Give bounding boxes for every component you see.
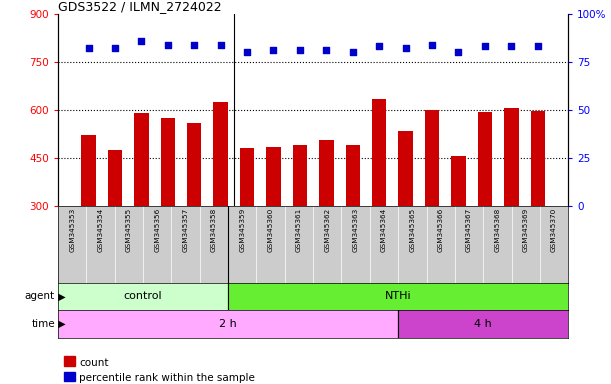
Point <box>507 43 516 50</box>
Bar <box>108 150 122 206</box>
Text: GSM345367: GSM345367 <box>466 208 472 252</box>
Bar <box>372 99 387 206</box>
Bar <box>228 283 568 310</box>
Point <box>136 38 146 44</box>
Text: count: count <box>79 358 109 368</box>
Text: GSM345366: GSM345366 <box>437 208 444 252</box>
Bar <box>398 131 413 206</box>
Point <box>401 45 411 51</box>
Bar <box>451 156 466 206</box>
Bar <box>319 140 334 206</box>
Text: percentile rank within the sample: percentile rank within the sample <box>79 373 255 383</box>
Bar <box>81 136 96 206</box>
Text: 4 h: 4 h <box>474 319 492 329</box>
Text: GDS3522 / ILMN_2724022: GDS3522 / ILMN_2724022 <box>58 0 222 13</box>
Point <box>110 45 120 51</box>
Text: control: control <box>124 291 163 301</box>
Text: agent: agent <box>25 291 55 301</box>
Text: GSM345357: GSM345357 <box>183 208 189 252</box>
Point <box>269 47 279 53</box>
Point <box>84 45 93 51</box>
Text: GSM345356: GSM345356 <box>154 208 160 252</box>
Bar <box>504 108 519 206</box>
Text: GSM345364: GSM345364 <box>381 208 387 252</box>
Bar <box>425 111 439 206</box>
Point <box>295 47 305 53</box>
Point <box>163 41 173 48</box>
Bar <box>213 102 228 206</box>
Point <box>375 43 384 50</box>
Bar <box>266 147 281 206</box>
Bar <box>58 283 228 310</box>
Text: GSM345354: GSM345354 <box>98 208 103 252</box>
Text: GSM345365: GSM345365 <box>409 208 415 252</box>
Bar <box>240 148 254 206</box>
Text: ▶: ▶ <box>55 319 65 329</box>
Bar <box>134 113 148 206</box>
Bar <box>293 145 307 206</box>
Point <box>453 49 463 55</box>
Text: GSM345362: GSM345362 <box>324 208 331 252</box>
Bar <box>478 113 492 206</box>
Text: GSM345359: GSM345359 <box>240 208 245 252</box>
Bar <box>58 310 398 338</box>
Bar <box>187 122 202 206</box>
Point <box>189 41 199 48</box>
Text: GSM345360: GSM345360 <box>268 208 274 252</box>
Bar <box>345 145 360 206</box>
Text: NTHi: NTHi <box>385 291 411 301</box>
Text: GSM345355: GSM345355 <box>126 208 132 252</box>
Text: GSM345370: GSM345370 <box>551 208 557 252</box>
Text: GSM345361: GSM345361 <box>296 208 302 252</box>
Bar <box>161 118 175 206</box>
Text: GSM345358: GSM345358 <box>211 208 217 252</box>
Point <box>533 43 543 50</box>
Bar <box>530 111 545 206</box>
Point <box>242 49 252 55</box>
Point <box>216 41 225 48</box>
Point <box>480 43 490 50</box>
Bar <box>398 310 568 338</box>
Point <box>321 47 331 53</box>
Text: ▶: ▶ <box>55 291 65 301</box>
Point <box>348 49 357 55</box>
Text: GSM345369: GSM345369 <box>523 208 529 252</box>
Text: GSM345363: GSM345363 <box>353 208 359 252</box>
Text: GSM345353: GSM345353 <box>69 208 75 252</box>
Text: time: time <box>31 319 55 329</box>
Text: GSM345368: GSM345368 <box>494 208 500 252</box>
Text: 2 h: 2 h <box>219 319 237 329</box>
Point <box>427 41 437 48</box>
